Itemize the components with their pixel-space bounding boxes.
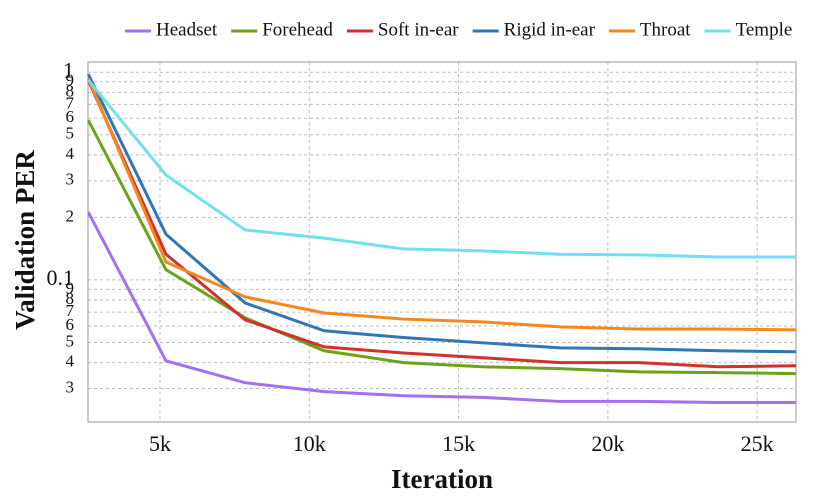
legend-label: Headset [156,19,218,40]
legend-label: Temple [736,19,793,40]
x-tick-label: 20k [591,431,624,456]
y-tick-label: 2 [66,206,75,225]
y-tick-label: 8 [66,81,75,100]
y-tick-label: 4 [66,351,75,370]
y-tick-label: 3 [66,377,75,396]
x-tick-label: 25k [741,431,774,456]
x-axis-label: Iteration [391,464,493,494]
x-tick-label: 15k [442,431,475,456]
x-tick-label: 5k [149,431,171,456]
series-line [87,79,796,259]
y-tick-label: 6 [66,315,75,334]
y-tick-label: 0.1 [47,265,75,290]
x-tick-label: 10k [293,431,326,456]
series-line [86,77,797,332]
series-line [86,79,797,369]
series-line [86,211,796,404]
y-tick-label: 9 [66,71,75,90]
y-tick-label: 5 [66,124,75,143]
legend-label: Throat [640,19,691,40]
y-tick-label: 7 [66,301,75,320]
y-tick-label: 5 [66,331,75,350]
legend-label: Rigid in-ear [504,19,596,40]
y-tick-label: 4 [66,144,75,163]
y-tick-label: 1 [63,57,74,82]
series-line [86,73,797,354]
legend-label: Forehead [262,19,333,40]
plot-frame [87,61,797,423]
y-tick-label: 8 [66,289,75,308]
legend-label: Soft in-ear [378,19,459,40]
y-tick-label: 7 [66,93,75,112]
series-line [86,119,797,376]
y-tick-label: 3 [66,170,75,189]
y-axis-label: Validation PER [10,150,40,330]
y-tick-label: 6 [66,107,75,126]
y-tick-label: 9 [66,278,75,297]
